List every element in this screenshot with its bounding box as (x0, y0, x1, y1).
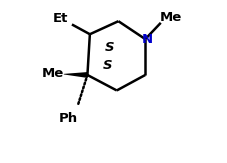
Text: S: S (103, 59, 113, 72)
Text: Me: Me (159, 11, 182, 24)
Text: S: S (105, 41, 114, 54)
Polygon shape (64, 72, 88, 78)
Text: Me: Me (42, 67, 64, 80)
Text: Et: Et (53, 12, 68, 25)
Text: N: N (142, 33, 153, 46)
Text: Ph: Ph (59, 112, 78, 125)
